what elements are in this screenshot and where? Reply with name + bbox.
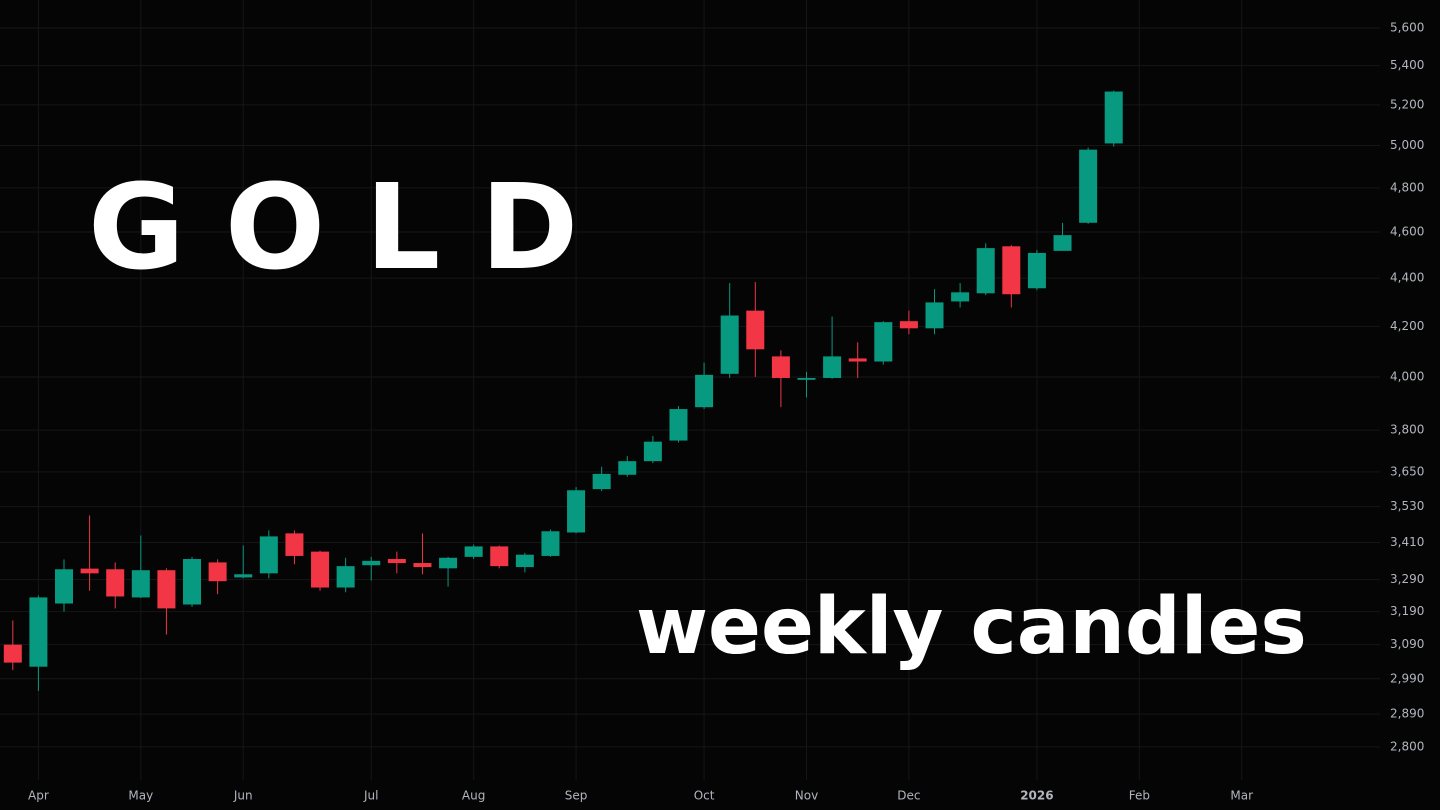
candle-body: [541, 531, 560, 556]
candle-body: [157, 570, 176, 609]
y-tick-label: 4,000: [1390, 369, 1424, 383]
y-tick-label: 4,600: [1390, 224, 1424, 238]
candle-body: [55, 569, 74, 604]
candle-body: [131, 570, 150, 598]
candle-body: [848, 358, 867, 362]
candle-body: [951, 292, 970, 302]
x-tick-label: Jun: [233, 789, 253, 803]
candle-body: [464, 546, 483, 557]
candles: [3, 90, 1123, 691]
candle-body: [311, 551, 330, 588]
chart-title: GOLD: [88, 158, 618, 296]
candle-body: [823, 356, 842, 378]
y-tick-label: 4,200: [1390, 319, 1424, 333]
candle-body: [490, 546, 509, 567]
x-tick-label: Nov: [795, 789, 818, 803]
x-tick-label: Jul: [363, 789, 378, 803]
candle-body: [183, 559, 202, 605]
candle-body: [976, 248, 995, 294]
y-tick-label: 3,090: [1390, 637, 1424, 651]
candle-body: [1104, 91, 1123, 144]
y-tick-label: 2,800: [1390, 739, 1424, 753]
candle-body: [720, 315, 739, 374]
candle-body: [746, 310, 765, 350]
candle-body: [106, 569, 125, 597]
y-tick-label: 5,400: [1390, 58, 1424, 72]
y-tick-label: 3,800: [1390, 423, 1424, 437]
candle-body: [567, 490, 586, 533]
candle-body: [771, 356, 790, 378]
grid: [0, 0, 1380, 780]
candle-body: [387, 559, 406, 564]
candle-body: [234, 574, 253, 578]
y-tick-label: 3,190: [1390, 604, 1424, 618]
candle-body: [669, 409, 688, 441]
x-tick-label: Mar: [1230, 789, 1253, 803]
y-tick-label: 2,990: [1390, 671, 1424, 685]
candle-body: [1053, 235, 1072, 251]
candle-body: [1002, 246, 1021, 295]
axis-labels: 2,800 2,890 2,990 3,090 3,190 3,290 3,410 3,530…: [28, 20, 1424, 802]
x-tick-label: Oct: [694, 789, 715, 803]
candle-body: [362, 560, 381, 566]
candle-body: [285, 533, 304, 556]
candle-body: [592, 473, 611, 490]
y-tick-label: 4,800: [1390, 180, 1424, 194]
candle-body: [413, 563, 432, 568]
candle-body: [259, 536, 278, 574]
candle-body: [925, 302, 944, 329]
candle-body: [797, 377, 816, 380]
x-tick-label: Feb: [1129, 789, 1150, 803]
x-tick-label: May: [128, 789, 153, 803]
y-tick-label: 5,600: [1390, 20, 1424, 34]
candle-body: [1079, 149, 1098, 223]
candle-body: [899, 321, 918, 329]
candle-body: [874, 322, 893, 362]
x-tick-label: Aug: [462, 789, 485, 803]
candle-body: [29, 597, 48, 667]
y-tick-label: 2,890: [1390, 707, 1424, 721]
candle-body: [80, 568, 99, 574]
candle-body: [208, 562, 227, 582]
x-tick-label: Sep: [565, 789, 588, 803]
y-tick-label: 3,650: [1390, 464, 1424, 478]
y-tick-label: 3,410: [1390, 535, 1424, 549]
chart-subtitle: weekly candles: [636, 582, 1307, 672]
x-tick-label: Apr: [28, 789, 49, 803]
candle-body: [643, 441, 662, 462]
candle-body: [1027, 252, 1046, 289]
candle-body: [618, 461, 637, 475]
candle-body: [695, 374, 714, 408]
y-tick-label: 3,530: [1390, 499, 1424, 513]
candle-body: [439, 557, 458, 569]
candle-body: [515, 554, 534, 568]
x-tick-label: Dec: [897, 789, 920, 803]
y-tick-label: 5,000: [1390, 138, 1424, 152]
candle-body: [336, 566, 355, 588]
y-tick-label: 5,200: [1390, 97, 1424, 111]
y-tick-label: 3,290: [1390, 572, 1424, 586]
y-tick-label: 4,400: [1390, 271, 1424, 285]
x-tick-label: 2026: [1020, 789, 1053, 803]
candle-body: [3, 644, 22, 663]
